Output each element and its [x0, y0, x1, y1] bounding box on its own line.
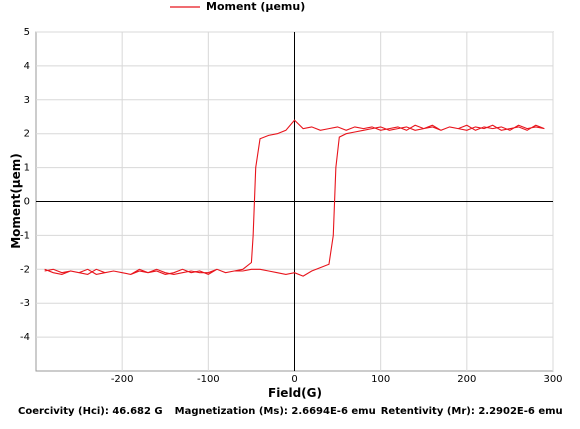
y-tick-label: 4 [24, 61, 30, 72]
y-tick-label: -2 [20, 264, 30, 275]
x-tick-label: -200 [111, 374, 134, 385]
y-tick-label: 1 [24, 163, 30, 174]
footer: Coercivity (Hci): 46.682 G Magnetization … [18, 406, 563, 417]
legend-label: Moment (μemu) [206, 0, 305, 13]
y-axis-label: Moment(μem) [9, 153, 23, 249]
x-tick-label: 200 [457, 374, 476, 385]
retentivity: Retentivity (Mr): 2.2902E-6 emu [381, 406, 563, 417]
x-tick-label: 300 [543, 374, 562, 385]
data-line [44, 119, 545, 277]
y-tick-label: 0 [24, 197, 30, 208]
y-tick-label: 5 [24, 27, 30, 38]
coercivity: Coercivity (Hci): 46.682 G [18, 406, 163, 417]
x-tick-label: 100 [371, 374, 390, 385]
y-tick-label: -3 [20, 298, 30, 309]
x-axis-label: Field(G) [268, 386, 322, 400]
x-tick-label: 0 [291, 374, 297, 385]
x-tick-label: -100 [197, 374, 220, 385]
y-tick-label: 2 [24, 129, 30, 140]
y-tick-label: -4 [20, 332, 30, 343]
magnetization: Magnetization (Ms): 2.6694E-6 emu [175, 406, 376, 417]
y-tick-label: 3 [24, 95, 30, 106]
y-tick-label: -1 [20, 230, 30, 241]
